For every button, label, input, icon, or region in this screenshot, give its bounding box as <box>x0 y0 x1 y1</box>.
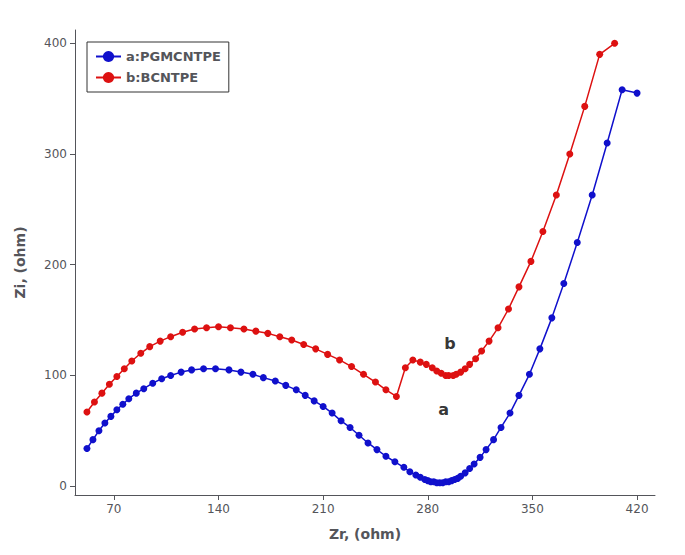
svg-text:70: 70 <box>106 502 121 516</box>
svg-text:400: 400 <box>44 36 67 50</box>
svg-text:Zr, (ohm): Zr, (ohm) <box>329 526 401 542</box>
svg-text:420: 420 <box>626 502 649 516</box>
svg-text:b:BCNTPE: b:BCNTPE <box>126 70 198 85</box>
svg-text:Zi, (ohm): Zi, (ohm) <box>12 226 28 298</box>
svg-text:0: 0 <box>59 479 67 493</box>
svg-text:300: 300 <box>44 147 67 161</box>
svg-text:210: 210 <box>312 502 335 516</box>
svg-text:280: 280 <box>416 502 439 516</box>
svg-text:350: 350 <box>521 502 544 516</box>
svg-text:a:PGMCNTPE: a:PGMCNTPE <box>126 49 221 64</box>
svg-text:b: b <box>444 334 455 353</box>
svg-text:a: a <box>438 400 449 419</box>
svg-text:200: 200 <box>44 258 67 272</box>
svg-text:100: 100 <box>44 368 67 382</box>
svg-text:140: 140 <box>207 502 230 516</box>
